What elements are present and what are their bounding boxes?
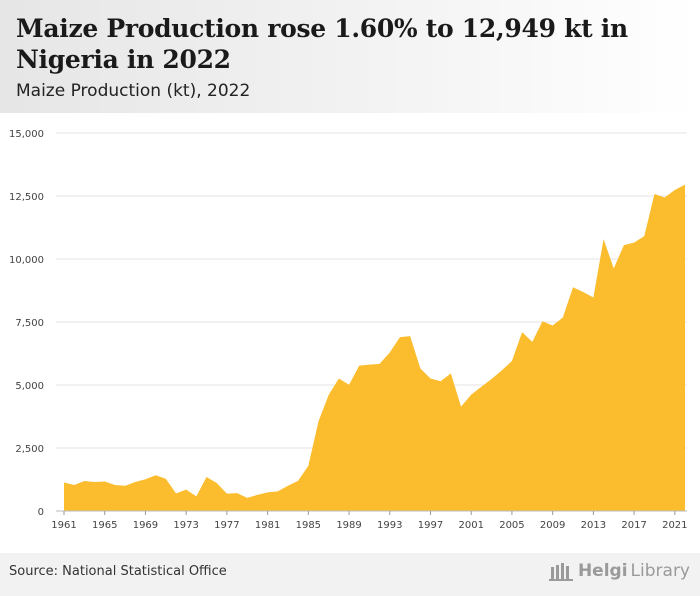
data-point-1993 — [387, 350, 392, 355]
data-point-1982 — [275, 489, 280, 494]
data-point-2017 — [632, 240, 637, 245]
data-point-2012 — [581, 290, 586, 295]
library-icon — [548, 561, 575, 581]
data-point-1969 — [143, 477, 148, 482]
data-point-2001 — [469, 392, 474, 397]
data-point-1975 — [204, 474, 209, 479]
data-point-1962 — [72, 483, 77, 488]
data-point-1985 — [306, 463, 311, 468]
data-point-1961 — [62, 480, 67, 485]
x-tick-label: 1993 — [377, 520, 402, 531]
data-point-1963 — [82, 479, 87, 484]
brand-name-bold: Helgi — [577, 561, 628, 581]
y-tick-label: 10,000 — [9, 255, 44, 266]
data-point-1980 — [255, 492, 260, 497]
brand-name-rest: Library — [630, 561, 690, 581]
y-tick-label: 15,000 — [9, 129, 44, 140]
data-point-2019 — [652, 191, 657, 196]
data-point-1971 — [163, 476, 168, 481]
data-point-2010 — [560, 315, 565, 320]
chart-header: Maize Production rose 1.60% to 12,949 kt… — [0, 0, 700, 113]
data-point-1994 — [397, 335, 402, 340]
x-tick-label: 2005 — [499, 520, 524, 531]
data-point-1991 — [367, 362, 372, 367]
data-point-2016 — [621, 243, 626, 248]
data-point-2004 — [499, 368, 504, 373]
data-point-2022 — [683, 182, 688, 187]
x-tick-label: 1977 — [214, 520, 239, 531]
data-point-2013 — [591, 295, 596, 300]
x-tick-label: 1985 — [296, 520, 321, 531]
data-point-1997 — [428, 376, 433, 381]
data-point-2020 — [662, 195, 667, 200]
y-tick-label: 12,500 — [9, 192, 44, 203]
data-point-2006 — [520, 330, 525, 335]
data-point-1974 — [194, 494, 199, 499]
data-point-1972 — [173, 491, 178, 496]
data-point-1983 — [285, 483, 290, 488]
x-tick-label: 2013 — [581, 520, 606, 531]
data-point-1988 — [336, 376, 341, 381]
data-point-1965 — [102, 479, 107, 484]
data-point-1984 — [296, 478, 301, 483]
y-tick-label: 5,000 — [15, 381, 44, 392]
data-point-1977 — [224, 491, 229, 496]
data-point-1970 — [153, 473, 158, 478]
maize-production-area — [64, 184, 685, 511]
data-point-1995 — [408, 334, 413, 339]
x-tick-label: 1961 — [51, 520, 76, 531]
x-tick-label: 1989 — [336, 520, 361, 531]
chart-title: Maize Production rose 1.60% to 12,949 kt… — [16, 14, 628, 74]
data-point-1978 — [235, 491, 240, 496]
data-point-2000 — [459, 404, 464, 409]
data-point-2008 — [540, 319, 545, 324]
data-point-2003 — [489, 376, 494, 381]
data-point-1990 — [357, 363, 362, 368]
brand-logo[interactable]: Helgi Library — [548, 561, 690, 581]
data-point-1986 — [316, 419, 321, 424]
data-point-1979 — [245, 495, 250, 500]
data-point-1964 — [92, 480, 97, 485]
y-tick-label: 2,500 — [15, 444, 44, 455]
data-point-1973 — [184, 487, 189, 492]
source-note: Source: National Statistical Office — [9, 564, 227, 579]
y-tick-label: 0 — [38, 507, 44, 518]
data-point-2015 — [611, 266, 616, 271]
data-point-1976 — [214, 481, 219, 486]
data-point-2014 — [601, 237, 606, 242]
data-point-1989 — [347, 382, 352, 387]
footer: Source: National Statistical Office Helg… — [0, 553, 700, 596]
x-tick-label: 1997 — [418, 520, 443, 531]
data-point-2007 — [530, 339, 535, 344]
chart-subtitle: Maize Production (kt), 2022 — [16, 81, 251, 101]
x-tick-label: 2001 — [458, 520, 483, 531]
data-point-2021 — [672, 187, 677, 192]
x-tick-label: 2009 — [540, 520, 565, 531]
data-point-2002 — [479, 384, 484, 389]
data-point-1981 — [265, 490, 270, 495]
data-point-2011 — [571, 285, 576, 290]
data-point-2009 — [550, 323, 555, 328]
x-tick-label: 1965 — [92, 520, 117, 531]
data-point-1992 — [377, 361, 382, 366]
maize-production-chart: 0 2,500 5,000 7,500 10,000 12,500 15,000 1961 19… — [9, 129, 688, 531]
data-point-1998 — [438, 379, 443, 384]
x-tick-label: 2017 — [621, 520, 646, 531]
data-point-1996 — [418, 366, 423, 371]
data-point-1966 — [112, 483, 117, 488]
data-point-2018 — [642, 234, 647, 239]
data-point-1987 — [326, 392, 331, 397]
data-point-1968 — [133, 480, 138, 485]
data-point-1967 — [123, 483, 128, 488]
x-tick-label: 1973 — [173, 520, 198, 531]
x-tick-label: 1969 — [133, 520, 158, 531]
data-point-1999 — [448, 371, 453, 376]
y-tick-label: 7,500 — [15, 318, 44, 329]
chart-area: 0 2,500 5,000 7,500 10,000 12,500 15,000 1961 19… — [0, 113, 700, 553]
x-tick-label: 2021 — [662, 520, 687, 531]
x-tick-label: 1981 — [255, 520, 280, 531]
data-point-2005 — [509, 359, 514, 364]
